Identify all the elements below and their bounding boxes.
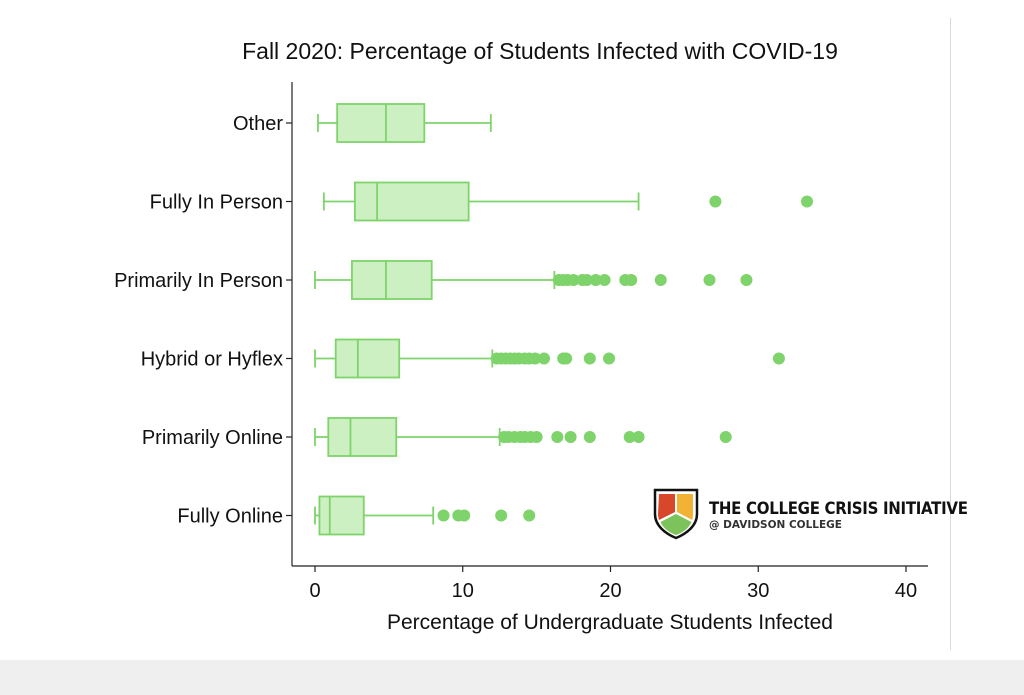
outlier-hybrid-or-hyflex-13 [603,352,616,365]
outlier-primarily-online-10 [623,431,636,443]
x-tick-label-0: 0 [309,580,320,602]
outlier-primarily-online-9 [583,431,596,443]
shield-green-segment [660,514,692,535]
y-tick-label-fully-in-person: Fully In Person [150,192,283,214]
outlier-primarily-online-11 [632,431,645,443]
x-tick-label-40: 40 [895,580,917,602]
outlier-primarily-in-person-12 [740,274,753,286]
outlier-fully-online-2 [458,509,471,522]
x-tick-label-10: 10 [452,580,474,602]
box-hybrid-or-hyflex [334,338,401,379]
outlier-hybrid-or-hyflex-14 [772,352,785,365]
outlier-primarily-online-7 [551,431,564,443]
outlier-fully-online-3 [495,509,508,522]
box-fully-online [318,495,365,536]
outlier-primarily-in-person-9 [625,274,638,286]
college-crisis-initiative-logo: THE COLLEGE CRISIS INITIATIVE @ DAVIDSON… [652,488,968,540]
box-other [336,103,426,143]
logo-name: THE COLLEGE CRISIS INITIATIVE [709,498,968,519]
box-primarily-in-person [351,260,433,300]
y-tick-label-primarily-in-person: Primarily In Person [114,270,283,292]
shield-icon [653,488,699,540]
outlier-primarily-in-person-7 [598,274,611,286]
outlier-hybrid-or-hyflex-8 [529,352,542,365]
box-primarily-online [327,417,398,457]
outlier-primarily-in-person-5 [580,274,593,286]
bottom-strip [0,660,1024,695]
outlier-hybrid-or-hyflex-12 [583,352,596,365]
y-tick-label-other: Other [233,113,283,135]
panel-divider [950,18,951,650]
y-tick-label-hybrid-or-hyflex: Hybrid or Hyflex [141,349,283,371]
outlier-primarily-online-6 [530,431,543,443]
outlier-fully-online-0 [437,509,450,522]
y-tick-label-fully-online: Fully Online [177,506,283,528]
outlier-primarily-online-12 [719,431,732,443]
outlier-fully-in-person-0 [709,195,722,208]
outlier-primarily-online-8 [564,431,577,443]
x-tick-label-30: 30 [747,580,769,602]
logo-subtitle: @ DAVIDSON COLLEGE [709,519,842,531]
outlier-primarily-in-person-11 [703,274,716,286]
outlier-hybrid-or-hyflex-9 [538,352,551,365]
outlier-fully-in-person-1 [801,195,814,208]
chart-title: Fall 2020: Percentage of Students Infect… [242,38,838,64]
x-axis-label: Percentage of Undergraduate Students Inf… [387,611,833,634]
outlier-fully-online-4 [523,509,536,522]
shield-red-segment [658,494,675,520]
outlier-primarily-in-person-6 [589,274,602,286]
outlier-primarily-in-person-10 [654,274,667,286]
box-fully-in-person [353,181,470,222]
y-tick-label-primarily-online: Primarily Online [142,427,283,449]
outlier-primarily-in-person-3 [567,274,580,286]
outlier-hybrid-or-hyflex-11 [560,352,573,365]
x-tick-label-20: 20 [599,580,621,602]
shield-yellow-segment [677,494,693,520]
